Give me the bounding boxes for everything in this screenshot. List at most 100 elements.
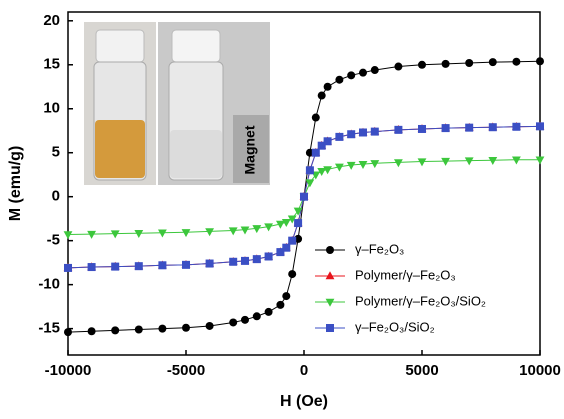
data-point bbox=[465, 123, 474, 132]
data-point bbox=[205, 228, 214, 237]
data-point bbox=[282, 292, 291, 301]
data-point bbox=[182, 323, 190, 332]
legend-marker bbox=[325, 271, 335, 280]
data-point bbox=[293, 207, 303, 216]
data-point bbox=[294, 219, 303, 228]
data-point bbox=[288, 270, 297, 279]
y-tick-label: -5 bbox=[47, 232, 60, 249]
data-point bbox=[287, 215, 297, 224]
x-tick-label: -10000 bbox=[45, 362, 92, 379]
data-point bbox=[317, 167, 327, 176]
data-point bbox=[512, 57, 521, 66]
data-point bbox=[536, 57, 544, 66]
data-point bbox=[158, 261, 167, 270]
data-point bbox=[300, 192, 308, 201]
data-point bbox=[441, 157, 450, 166]
data-point bbox=[394, 159, 403, 168]
data-point bbox=[264, 252, 273, 261]
data-point bbox=[335, 132, 344, 141]
data-point bbox=[311, 113, 320, 122]
data-point bbox=[134, 229, 144, 238]
data-point bbox=[252, 225, 262, 234]
data-point bbox=[359, 68, 367, 77]
data-point bbox=[264, 307, 273, 316]
data-point bbox=[64, 263, 72, 272]
data-point bbox=[241, 256, 249, 265]
y-axis-title: M (emu/g) bbox=[7, 146, 24, 222]
data-point bbox=[536, 122, 544, 131]
data-point bbox=[512, 122, 521, 131]
y-tick-label: 20 bbox=[43, 12, 60, 29]
data-point bbox=[418, 60, 426, 69]
x-tick-label: 0 bbox=[300, 362, 308, 379]
data-point bbox=[317, 141, 326, 150]
data-point bbox=[370, 66, 379, 75]
legend-label: γ–Fe₂O₃/SiO₂ bbox=[355, 319, 435, 334]
data-point bbox=[158, 324, 167, 333]
legend-label: Polymer/γ–Fe₂O₃/SiO₂ bbox=[355, 293, 486, 308]
data-point bbox=[182, 260, 190, 269]
data-point bbox=[63, 231, 73, 240]
data-point bbox=[488, 123, 497, 132]
data-point bbox=[311, 148, 320, 157]
x-tick-label: 5000 bbox=[405, 362, 438, 379]
data-point bbox=[370, 127, 379, 136]
data-point bbox=[441, 59, 450, 68]
inset-photo: Magnet bbox=[84, 22, 270, 185]
data-point bbox=[346, 161, 356, 170]
data-point bbox=[305, 179, 315, 188]
data-point bbox=[465, 59, 474, 68]
data-point bbox=[111, 326, 120, 335]
data-point bbox=[488, 156, 498, 165]
legend-marker bbox=[325, 298, 335, 307]
data-point bbox=[512, 156, 521, 165]
data-point bbox=[281, 218, 291, 227]
data-point bbox=[110, 230, 120, 239]
data-point bbox=[370, 160, 380, 169]
data-point bbox=[264, 223, 273, 232]
data-point bbox=[323, 137, 332, 146]
data-point bbox=[282, 243, 291, 252]
data-point bbox=[134, 325, 143, 334]
x-axis-title: H (Oe) bbox=[280, 393, 328, 410]
data-point bbox=[181, 229, 191, 238]
data-point bbox=[87, 263, 96, 272]
data-point bbox=[87, 230, 96, 239]
data-point bbox=[417, 158, 427, 167]
x-tick-label: -5000 bbox=[167, 362, 205, 379]
data-point bbox=[229, 318, 238, 327]
data-point bbox=[240, 226, 250, 235]
y-tick-label: 15 bbox=[43, 56, 60, 73]
data-point bbox=[241, 315, 249, 324]
data-point bbox=[335, 163, 344, 172]
data-point bbox=[228, 227, 238, 236]
data-point bbox=[252, 312, 261, 321]
y-tick-label: 10 bbox=[43, 100, 60, 117]
y-tick-label: -10 bbox=[38, 276, 60, 293]
data-point bbox=[323, 82, 332, 91]
data-point bbox=[464, 157, 474, 166]
data-point bbox=[288, 236, 297, 245]
data-point bbox=[335, 75, 344, 84]
data-point bbox=[441, 124, 450, 133]
data-point bbox=[205, 259, 214, 268]
data-point bbox=[276, 248, 285, 257]
legend-marker bbox=[326, 246, 334, 254]
data-point bbox=[229, 257, 238, 266]
data-point bbox=[347, 71, 356, 80]
y-tick-label: 5 bbox=[52, 144, 60, 161]
data-point bbox=[276, 220, 285, 229]
data-point bbox=[394, 125, 403, 134]
data-point bbox=[347, 130, 356, 139]
data-point bbox=[134, 262, 143, 271]
data-point bbox=[276, 300, 285, 309]
data-point bbox=[317, 91, 326, 100]
data-point bbox=[358, 160, 368, 169]
data-point bbox=[359, 128, 367, 137]
data-point bbox=[394, 62, 403, 71]
data-point bbox=[87, 327, 96, 336]
data-point bbox=[488, 58, 497, 67]
data-point bbox=[111, 262, 120, 271]
data-point bbox=[158, 229, 167, 238]
